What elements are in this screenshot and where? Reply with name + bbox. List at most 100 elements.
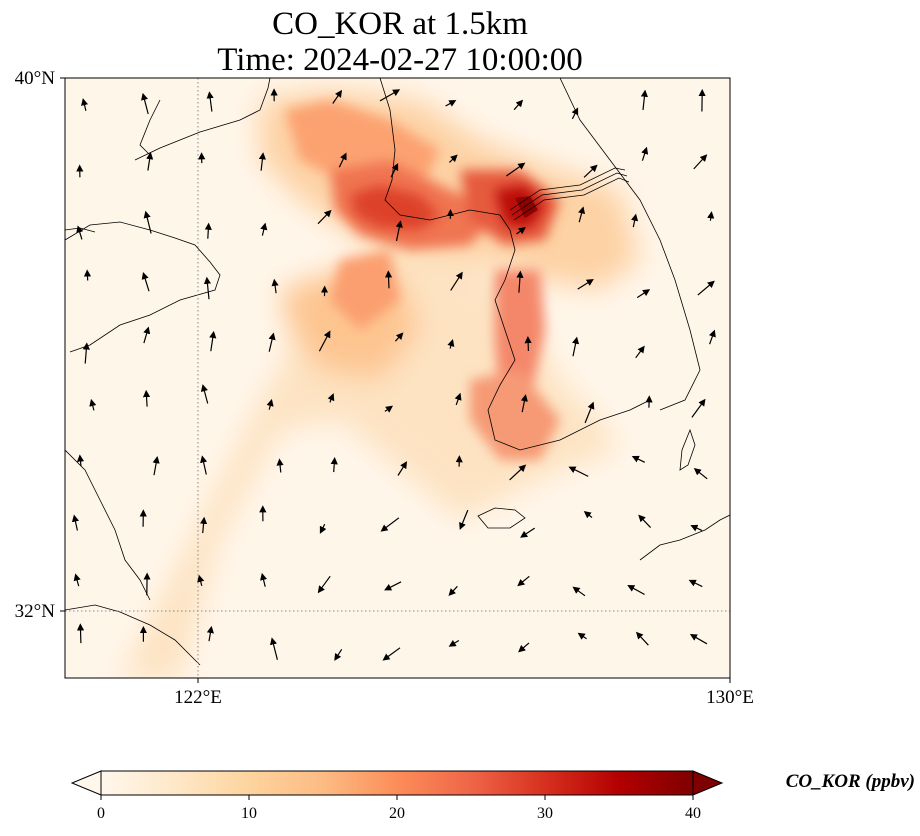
china-south-coast [65, 449, 151, 601]
wind-arrow [454, 392, 462, 406]
wind-arrow [327, 393, 335, 403]
wind-arrow [397, 461, 408, 476]
wind-arrow [691, 398, 706, 418]
map-subtitle-time: Time: 2024-02-27 10:00:00 [217, 42, 583, 78]
wind-arrow [518, 642, 530, 653]
wind-arrow [584, 401, 595, 424]
map-content [65, 78, 730, 678]
wind-arrow [384, 581, 402, 591]
lon-tick-label-122: 122°E [174, 687, 222, 708]
wind-arrow [571, 107, 579, 120]
wind-arrow [577, 278, 594, 290]
wind-arrow [506, 162, 526, 177]
wind-arrow [638, 514, 652, 529]
wind-arrow [76, 454, 85, 467]
wind-arrow [266, 398, 274, 410]
wind-arrow [200, 384, 209, 404]
wind-arrow [319, 523, 327, 534]
colorbar-tick-label-30: 30 [537, 805, 553, 822]
wind-arrow [583, 510, 593, 519]
tsushima [679, 428, 696, 471]
wind-arrow [627, 584, 645, 596]
wind-arrow [146, 152, 154, 171]
wind-arrow [688, 579, 703, 588]
co-concentration-field [121, 90, 640, 678]
wind-arrow [448, 639, 460, 647]
wind-arrow [572, 336, 580, 357]
wind-arrow [693, 468, 708, 480]
wind-arrow [199, 516, 208, 534]
wind-arrow [141, 92, 149, 115]
wind-arrow [276, 458, 284, 473]
wind-arrow [379, 89, 401, 102]
colorbar-tick-label-20: 20 [389, 805, 405, 822]
lon-tick-label-130: 130°E [706, 687, 754, 708]
wind-arrow [568, 466, 589, 477]
wind-arrow [459, 509, 469, 530]
wind-arrow [689, 634, 708, 645]
wind-arrow [197, 574, 205, 587]
wind-arrow [268, 332, 276, 352]
bohai-coast [139, 99, 161, 156]
wind-arrow [332, 89, 343, 104]
wind-arrow [141, 271, 150, 292]
wind-arrow [690, 524, 703, 532]
wind-arrow [384, 405, 394, 413]
wind-arrow [708, 329, 716, 345]
wind-arrow [520, 394, 528, 413]
colorbar-tick-label-0: 0 [97, 805, 105, 822]
colorbar: 0 10 20 30 40 [70, 770, 724, 822]
wind-arrow [82, 342, 90, 364]
wind-arrow [76, 225, 84, 240]
wind-arrow [447, 339, 455, 349]
wind-arrow [517, 575, 530, 587]
wind-arrow [384, 270, 393, 289]
korea-east-coast [559, 78, 701, 411]
wind-arrow [631, 213, 639, 228]
wind-arrow [142, 389, 151, 407]
coastlines [65, 78, 730, 666]
wind-arrow [204, 222, 212, 239]
yangtze-delta [65, 604, 201, 666]
wind-arrow [513, 99, 524, 111]
colorbar-gradient [100, 770, 694, 796]
wind-arrow [200, 455, 208, 475]
wind-arrow [572, 586, 586, 597]
wind-arrow [89, 398, 97, 411]
wind-arrow [73, 573, 81, 587]
wind-arrow [578, 206, 586, 223]
jeju-island [477, 507, 526, 529]
wind-arrow [260, 572, 268, 587]
wind-arrow [520, 527, 536, 538]
wind-arrow [260, 222, 268, 236]
wind-arrow [390, 163, 399, 178]
colorbar-label: CO_KOR (ppbv) [785, 771, 915, 792]
wind-arrow [448, 154, 458, 163]
wind-arrow [445, 100, 457, 107]
axis-ticks [60, 77, 731, 683]
wind-arrow [258, 152, 266, 171]
wind-arrow [636, 289, 651, 299]
wind-arrow [206, 91, 214, 112]
wind-arrow [317, 209, 332, 225]
map-frame [64, 77, 731, 679]
wind-arrow [271, 278, 279, 294]
japan-kyushu [639, 514, 730, 561]
wind-arrow [697, 280, 715, 296]
wind-arrow [516, 270, 524, 293]
wind-arrow [209, 330, 217, 352]
wind-arrow [707, 211, 715, 221]
colorbar-min-extend [70, 770, 102, 796]
wind-arrow [641, 146, 649, 161]
wind-arrow [76, 623, 85, 644]
china-east-coast [65, 221, 221, 353]
wind-arrow [380, 517, 400, 532]
wind-arrow [206, 625, 214, 642]
wind-vectors [71, 88, 716, 661]
korea-west-coast [487, 249, 651, 451]
wind-arrow [516, 227, 526, 235]
liaodong-coast [134, 78, 271, 161]
map-title: CO_KOR at 1.5km [272, 6, 528, 42]
wind-arrow [450, 271, 463, 291]
